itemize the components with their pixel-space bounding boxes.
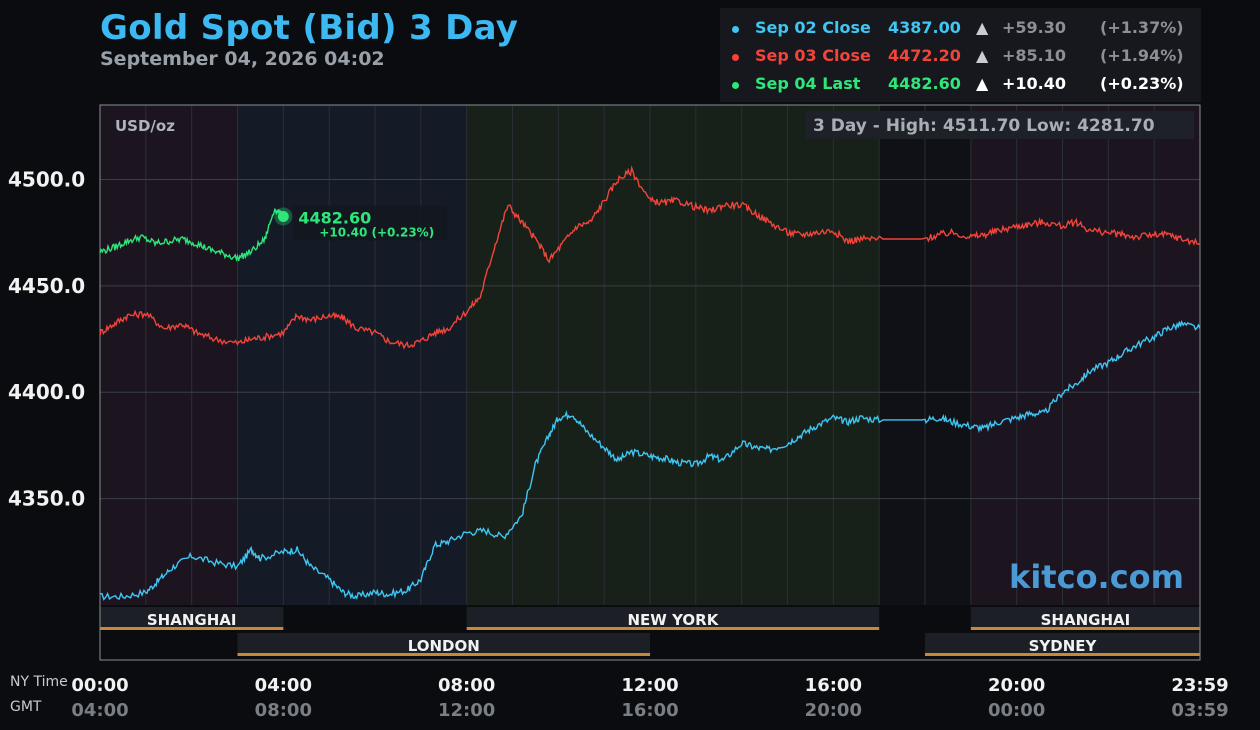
x-tick-ny: 16:00	[804, 675, 862, 696]
x-tick-gmt: 16:00	[621, 700, 679, 721]
x-tick-ny: 04:00	[254, 675, 312, 696]
session-label: SYDNEY	[1029, 637, 1098, 655]
london-session-shade	[237, 105, 467, 605]
newyork-session-shade	[466, 105, 880, 605]
session-underline	[925, 653, 1200, 656]
legend-series-change: +10.40	[1002, 74, 1067, 93]
x-tick-gmt: 04:00	[71, 700, 129, 721]
session-block	[100, 607, 284, 629]
session-underline	[466, 627, 880, 630]
x-tick-ny: 12:00	[621, 675, 679, 696]
y-tick-label: 4500.0	[8, 167, 85, 191]
legend-series-name: Sep 02 Close	[755, 18, 871, 37]
legend-item-sep02: Sep 02 Close 4387.00 ▲ +59.30 (+1.37%)	[720, 16, 1201, 40]
chart-title: Gold Spot (Bid) 3 Day	[100, 8, 519, 48]
range-text: 3 Day - High: 4511.70 Low: 4281.70	[813, 116, 1155, 136]
legend-series-value: 4482.60	[888, 74, 961, 93]
session-label: SHANGHAI	[147, 611, 237, 629]
legend-dot	[732, 82, 739, 89]
last-change-label: +10.40 (+0.23%)	[319, 225, 434, 239]
x-tick-ny: 08:00	[438, 675, 496, 696]
legend-series-percent: (+1.37%)	[1100, 18, 1184, 37]
x-tick-gmt: 08:00	[254, 700, 312, 721]
last-label-bg	[293, 205, 448, 241]
last-value-label: 4482.60	[298, 208, 371, 227]
legend-item-sep04: Sep 04 Last 4482.60 ▲ +10.40 (+0.23%)	[720, 72, 1201, 96]
evening-asia-session-shade	[970, 105, 1200, 605]
y-tick-label: 4450.0	[8, 274, 85, 298]
legend-series-percent: (+0.23%)	[1100, 74, 1184, 93]
up-arrow-icon: ▲	[976, 74, 989, 93]
legend-dot	[732, 54, 739, 61]
up-arrow-icon: ▲	[976, 46, 989, 65]
x-tick-ny: 23:59	[1171, 675, 1229, 696]
gmt-caption: GMT	[10, 699, 42, 715]
x-tick-gmt: 00:00	[988, 700, 1046, 721]
legend-series-name: Sep 04 Last	[755, 74, 861, 93]
y-tick-label: 4350.0	[8, 487, 85, 511]
legend-series-percent: (+1.94%)	[1100, 46, 1184, 65]
x-tick-gmt: 03:59	[1171, 700, 1229, 721]
session-label: NEW YORK	[628, 611, 720, 629]
legend-series-change: +59.30	[1002, 18, 1067, 37]
legend-series-name: Sep 03 Close	[755, 46, 871, 65]
session-block	[925, 633, 1200, 655]
range-box	[806, 111, 1194, 139]
x-tick-ny: 20:00	[988, 675, 1046, 696]
chart-timestamp: September 04, 2026 04:02	[100, 48, 385, 70]
asia-session-shade	[100, 105, 238, 605]
plot-border	[99, 104, 1201, 661]
session-block	[237, 633, 650, 655]
y-tick-label: 4400.0	[8, 380, 85, 404]
x-tick-ny: 00:00	[71, 675, 129, 696]
session-underline	[970, 627, 1200, 630]
series-line-sep-02-close	[99, 320, 1201, 601]
legend-series-change: +85.10	[1002, 46, 1067, 65]
series-line-sep-04-last	[99, 208, 284, 262]
session-underline	[100, 627, 284, 630]
legend-box: Sep 02 Close 4387.00 ▲ +59.30 (+1.37%) S…	[720, 8, 1201, 102]
unit-label: USD/oz	[115, 117, 175, 135]
legend-dot	[732, 26, 739, 33]
last-point-marker	[277, 210, 289, 222]
ny-time-caption: NY Time	[10, 674, 68, 690]
x-tick-gmt: 20:00	[804, 700, 862, 721]
legend-series-value: 4387.00	[888, 18, 961, 37]
session-label: SHANGHAI	[1041, 611, 1131, 629]
series-line-sep-03-close	[99, 165, 1201, 350]
legend-item-sep03: Sep 03 Close 4472.20 ▲ +85.10 (+1.94%)	[720, 44, 1201, 68]
legend-series-value: 4472.20	[888, 46, 961, 65]
up-arrow-icon: ▲	[976, 18, 989, 37]
session-block	[970, 607, 1200, 629]
kitco-watermark: kitco.com	[1009, 558, 1184, 596]
session-label: LONDON	[408, 637, 480, 655]
session-underline	[237, 653, 650, 656]
x-tick-gmt: 12:00	[438, 700, 496, 721]
session-block	[466, 607, 880, 629]
